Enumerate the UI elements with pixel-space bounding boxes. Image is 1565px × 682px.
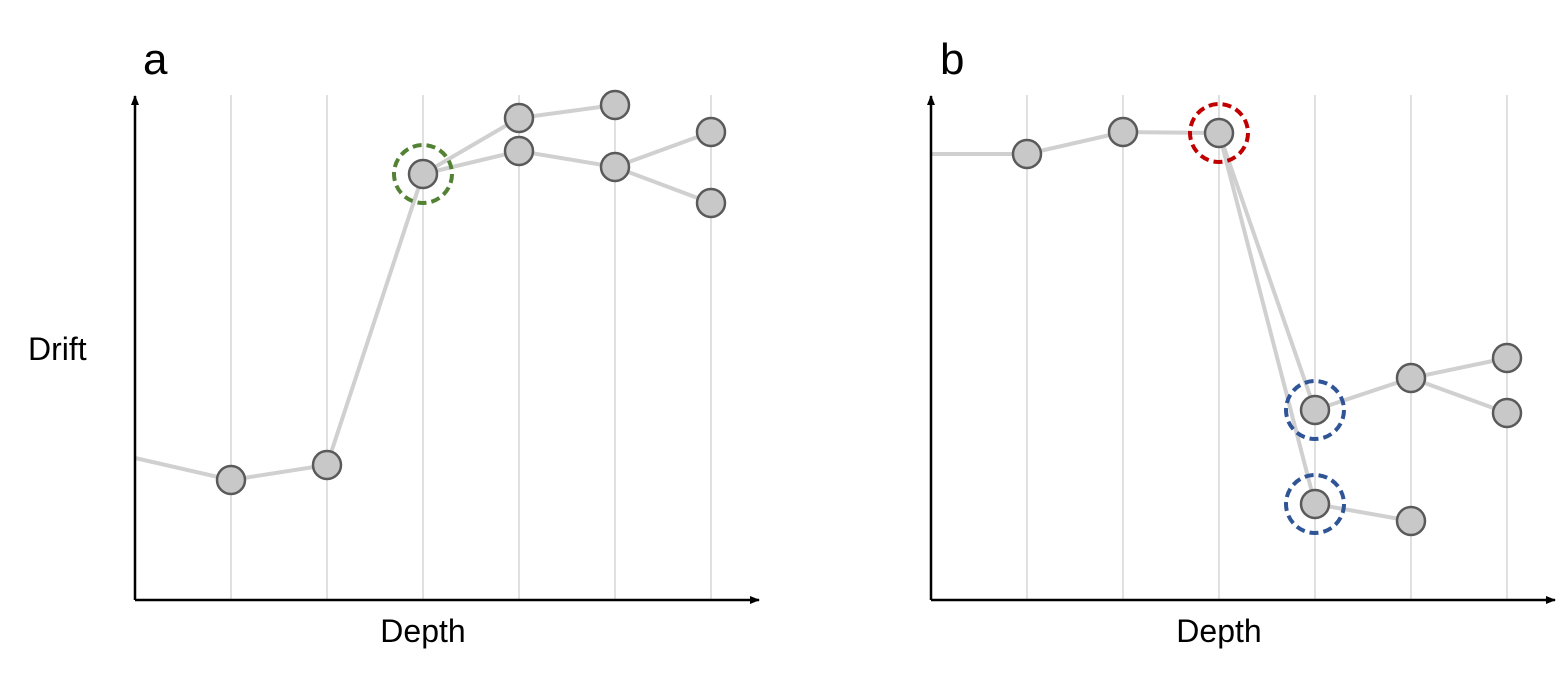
x-axis-label: Depth (1176, 613, 1261, 649)
highlight-ring (392, 143, 454, 205)
panel-label: b (940, 35, 964, 84)
highlight-ring (1188, 102, 1250, 164)
grid (230, 95, 712, 600)
panel-a: a Drift Depth (28, 35, 760, 649)
highlight-ring (1284, 473, 1346, 535)
panel-label: a (143, 35, 168, 84)
highlight-ring (1284, 379, 1346, 441)
edges (134, 103, 712, 483)
nodes (1011, 116, 1523, 537)
panel-b: b Depth (927, 35, 1556, 649)
x-axis-label: Depth (380, 613, 465, 649)
y-axis-label: Drift (28, 331, 87, 367)
nodes (215, 89, 727, 496)
grid (1026, 95, 1508, 600)
